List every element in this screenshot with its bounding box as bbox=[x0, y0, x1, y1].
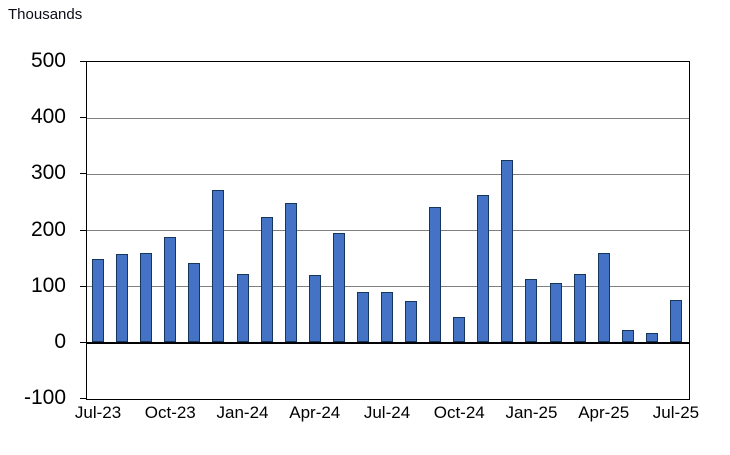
x-axis-label-Apr-24: Apr-24 bbox=[289, 403, 341, 422]
x-axis-label-Oct-24: Oct-24 bbox=[433, 403, 485, 422]
y-axis-label-100: 100 bbox=[30, 273, 66, 297]
x-axis-label-Jul-25: Jul-25 bbox=[652, 403, 700, 422]
bar-Aug-23 bbox=[116, 253, 129, 342]
bar-Nov-24 bbox=[477, 194, 490, 342]
y-tick-200 bbox=[80, 229, 86, 231]
bar-Oct-23 bbox=[164, 237, 177, 342]
bar-Jul-24 bbox=[381, 291, 393, 342]
x-axis-label-Apr-25: Apr-25 bbox=[578, 403, 630, 422]
bar-Jul-23 bbox=[92, 258, 105, 342]
bar-Jan-25 bbox=[525, 278, 538, 342]
y-axis-label-400: 400 bbox=[30, 105, 66, 129]
bar-Dec-23 bbox=[212, 189, 225, 342]
bar-Aug-24 bbox=[405, 301, 418, 342]
x-axis-label-Jul-23: Jul-23 bbox=[74, 403, 122, 422]
y-axis-label-200: 200 bbox=[30, 217, 66, 241]
y-tick-500 bbox=[80, 61, 86, 62]
y-axis-label--100: -100 bbox=[23, 386, 66, 409]
x-axis-label-Jul-24: Jul-24 bbox=[363, 403, 411, 422]
bar-Sep-23 bbox=[140, 253, 153, 342]
x-axis-label-Oct-23: Oct-23 bbox=[144, 403, 196, 422]
bar-Jan-24 bbox=[236, 274, 249, 342]
gridline-300 bbox=[87, 173, 689, 175]
y-axis-unit-label: Thousands bbox=[8, 6, 83, 23]
bar-May-24 bbox=[332, 232, 345, 342]
y-axis-label-0: 0 bbox=[54, 329, 66, 353]
bar-Dec-24 bbox=[501, 159, 514, 342]
y-tick-100 bbox=[80, 285, 86, 287]
bar-Jun-25 bbox=[645, 333, 658, 342]
y-axis-label-500: 500 bbox=[30, 49, 66, 72]
y-tick--100 bbox=[80, 398, 86, 399]
bar-Oct-24 bbox=[453, 316, 466, 342]
x-axis-label-Jan-24: Jan-24 bbox=[216, 403, 269, 422]
bar-Feb-24 bbox=[260, 216, 273, 342]
y-tick-300 bbox=[80, 173, 86, 175]
bar-Sep-24 bbox=[429, 207, 442, 342]
bar-Nov-23 bbox=[188, 262, 201, 342]
bar-Mar-24 bbox=[284, 203, 297, 342]
y-axis-label-300: 300 bbox=[30, 161, 66, 185]
gridline-100 bbox=[87, 286, 689, 288]
bar-Jun-24 bbox=[356, 292, 369, 342]
bar-May-25 bbox=[621, 330, 634, 342]
bar-Feb-25 bbox=[549, 283, 562, 342]
y-tick-400 bbox=[80, 117, 86, 119]
bar-Apr-24 bbox=[308, 274, 321, 342]
gridline-200 bbox=[87, 230, 689, 231]
x-axis-label-Jan-25: Jan-25 bbox=[505, 403, 558, 422]
y-tick-0 bbox=[80, 341, 86, 343]
bar-Mar-25 bbox=[573, 273, 586, 342]
plot-area bbox=[86, 61, 690, 400]
zero-axis-line bbox=[87, 342, 689, 344]
gridline-400 bbox=[87, 117, 689, 119]
bar-Apr-25 bbox=[597, 253, 610, 342]
bar-Jul-25 bbox=[669, 300, 682, 342]
